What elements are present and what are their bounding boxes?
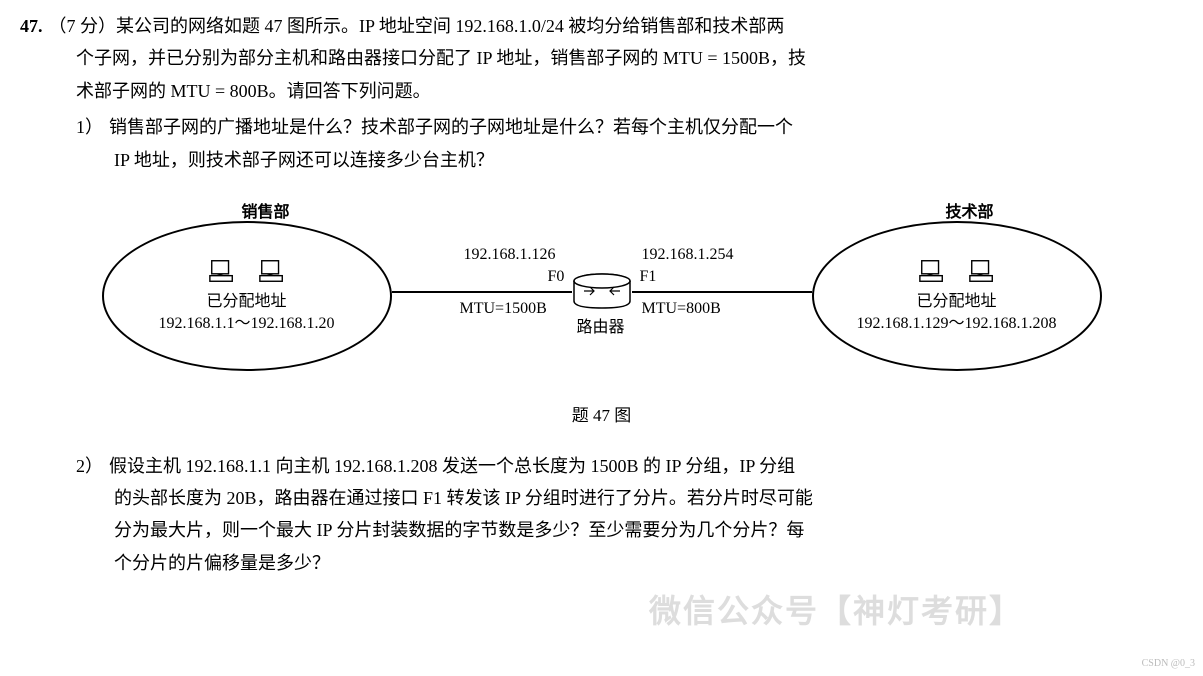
sub1-line2: IP 地址，则技术部子网还可以连接多少台主机？ — [20, 144, 1183, 176]
subquestion-2: 2） 假设主机 192.168.1.1 向主机 192.168.1.208 发送… — [20, 450, 1183, 482]
question-number: 47. — [20, 10, 43, 42]
sub1-line1: 销售部子网的广播地址是什么？技术部子网的子网地址是什么？若每个主机仅分配一个 — [109, 111, 1183, 143]
router-label: 路由器 — [577, 314, 625, 343]
f0-label: F0 — [548, 263, 565, 292]
f1-label: F1 — [640, 263, 657, 292]
sub2-line3: 分为最大片，则一个最大 IP 分片封装数据的字节数是多少？至少需要分为几个分片？… — [20, 514, 1183, 546]
tech-allocated-label: 已分配地址 — [916, 291, 996, 313]
mtu-right: MTU=800B — [642, 295, 721, 324]
question-header: 47. （7 分）某公司的网络如题 47 图所示。IP 地址空间 192.168… — [20, 10, 1183, 42]
host-icon — [258, 257, 286, 285]
subquestion-1: 1） 销售部子网的广播地址是什么？技术部子网的子网地址是什么？若每个主机仅分配一… — [20, 111, 1183, 143]
sales-ip-range: 192.168.1.1～192.168.1.20 — [158, 313, 334, 335]
sales-allocated-label: 已分配地址 — [206, 291, 286, 313]
sub1-number: 1） — [76, 111, 103, 143]
router-icon — [572, 273, 632, 309]
host-icon — [208, 257, 236, 285]
sub2-line2: 的头部长度为 20B，路由器在通过接口 F1 转发该 IP 分组时进行了分片。若… — [20, 482, 1183, 514]
tech-subnet: 已分配地址 192.168.1.129～192.168.1.208 — [812, 221, 1102, 371]
csdn-watermark: CSDN @0_3 — [1142, 655, 1195, 673]
question-text-line3: 术部子网的 MTU = 800B。请回答下列问题。 — [20, 75, 1183, 107]
f0-ip: 192.168.1.126 — [464, 241, 556, 270]
sales-host-icons — [208, 257, 286, 285]
watermark-text: 微信公众号【神灯考研】 — [649, 583, 1023, 641]
link-right — [632, 291, 812, 293]
tech-ip-range: 192.168.1.129～192.168.1.208 — [856, 313, 1056, 335]
question-text-line1: （7 分）某公司的网络如题 47 图所示。IP 地址空间 192.168.1.0… — [49, 10, 1184, 42]
question-text-line2: 个子网，并已分别为部分主机和路由器接口分配了 IP 地址，销售部子网的 MTU … — [20, 42, 1183, 74]
network-diagram: 销售部 技术部 已分配地址 192.168.1.1～192.168.1.20 已… — [102, 191, 1102, 391]
sub2-line4: 个分片的片偏移量是多少？ — [20, 547, 1183, 579]
host-icon — [918, 257, 946, 285]
tech-host-icons — [918, 257, 996, 285]
sales-subnet: 已分配地址 192.168.1.1～192.168.1.20 — [102, 221, 392, 371]
figure-caption: 题 47 图 — [20, 401, 1183, 432]
sub2-number: 2） — [76, 450, 103, 482]
sub2-line1: 假设主机 192.168.1.1 向主机 192.168.1.208 发送一个总… — [109, 450, 1183, 482]
link-left — [392, 291, 572, 293]
host-icon — [968, 257, 996, 285]
mtu-left: MTU=1500B — [460, 295, 547, 324]
